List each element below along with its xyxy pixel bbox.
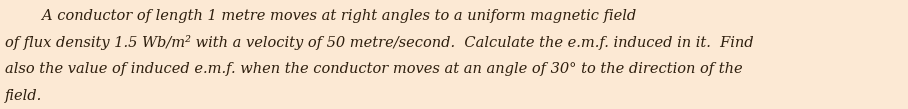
Text: field.: field. — [5, 89, 42, 103]
Text: of flux density 1.5 Wb/m² with a velocity of 50 metre/second.  Calculate the e.m: of flux density 1.5 Wb/m² with a velocit… — [5, 35, 753, 50]
Text: also the value of induced e.m.f. when the conductor moves at an angle of 30° to : also the value of induced e.m.f. when th… — [5, 62, 742, 76]
Text: A conductor of length 1 metre moves at right angles to a uniform magnetic field: A conductor of length 1 metre moves at r… — [5, 9, 636, 23]
